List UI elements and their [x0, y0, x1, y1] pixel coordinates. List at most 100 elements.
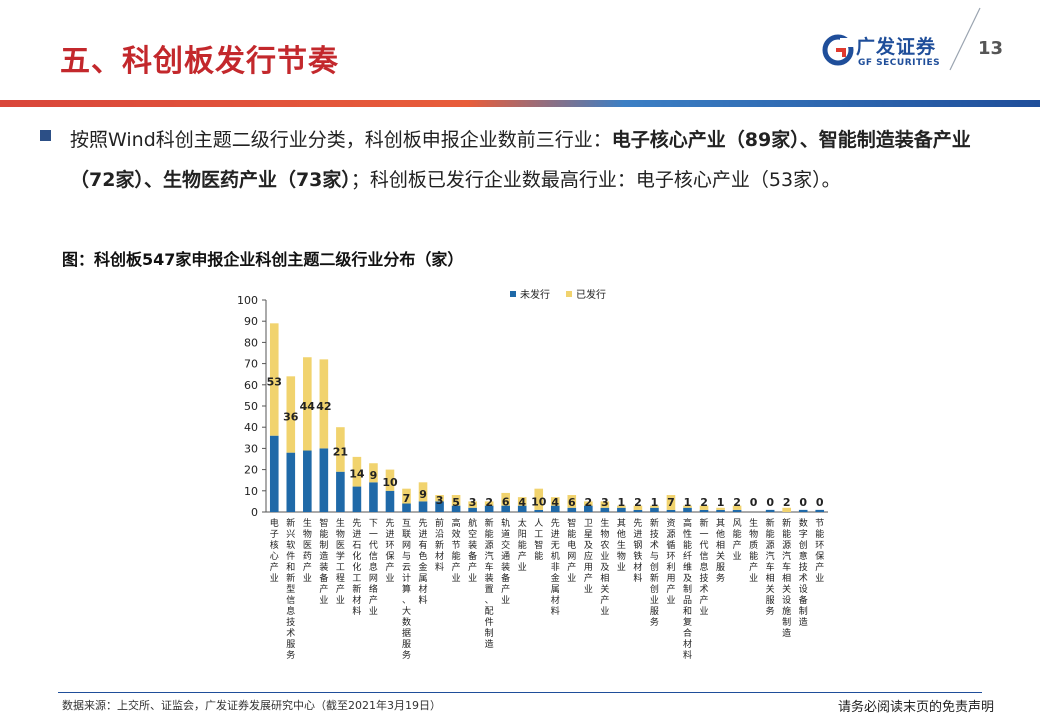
bar-value-label: 0 — [816, 496, 824, 509]
y-tick-label: 10 — [244, 485, 258, 498]
legend-swatch-unissued — [510, 291, 516, 297]
gf-logo-icon — [822, 34, 854, 66]
bar-value-label: 2 — [700, 496, 708, 509]
bar-value-label: 4 — [518, 496, 526, 509]
bar-issued — [451, 495, 461, 506]
footer-disclaimer: 请务必阅读末页的免责声明 — [838, 700, 995, 715]
bar-value-label: 1 — [717, 496, 725, 509]
bar-unissued — [815, 509, 825, 512]
bar-unissued — [567, 507, 577, 512]
bar-issued — [402, 488, 411, 504]
bar-unissued — [534, 509, 544, 512]
bar-unissued — [550, 505, 560, 512]
logo-text-en: GF SECURITIES — [858, 58, 941, 68]
x-category-label: 高效节能产业 — [452, 517, 461, 584]
bar-issued — [418, 482, 428, 502]
x-category-label: 其他生物业 — [617, 518, 626, 573]
bar-issued — [501, 492, 510, 506]
bar-value-label: 2 — [733, 496, 741, 509]
summary-text-1: 按照Wind科创主题二级行业分类，科创板申报企业数前三行业： — [70, 129, 612, 151]
bar-unissued — [650, 507, 659, 512]
x-category-label: 新能源汽车相关设施制造 — [782, 517, 791, 639]
bar-unissued — [732, 509, 742, 512]
bar-value-label: 14 — [349, 468, 365, 481]
bar-value-label: 9 — [419, 488, 427, 501]
bar-issued — [650, 505, 659, 508]
bar-value-label: 3 — [469, 496, 477, 509]
bar-unissued — [451, 505, 461, 512]
bar-issued — [600, 501, 610, 508]
y-tick-label: 60 — [244, 379, 258, 392]
bar-unissued — [716, 509, 725, 512]
bar-issued — [550, 497, 560, 506]
bar-issued — [732, 505, 742, 510]
y-tick-label: 70 — [244, 358, 258, 371]
bar-value-label: 9 — [370, 469, 378, 482]
x-category-label: 数字创意技术设备制造 — [799, 517, 808, 628]
x-category-label: 生物医药产业 — [303, 517, 312, 584]
bar-value-label: 6 — [568, 496, 576, 509]
chart-legend: 未发行 已发行 — [510, 288, 606, 301]
x-category-label: 其他相关服务 — [716, 518, 725, 584]
page-number: 13 — [978, 38, 1004, 59]
bar-unissued — [633, 509, 643, 512]
bar-value-label: 3 — [601, 496, 609, 509]
bar-unissued — [402, 503, 411, 512]
x-category-label: 智能制造装备产业 — [319, 517, 328, 606]
y-tick-label: 40 — [244, 421, 258, 434]
bar-value-label: 1 — [618, 496, 626, 509]
bar-unissued — [484, 505, 494, 512]
bullet-square-icon — [40, 130, 51, 141]
y-tick-label: 90 — [244, 315, 258, 328]
y-tick-label: 50 — [244, 400, 258, 413]
bar-unissued — [303, 450, 312, 512]
bar-value-label: 21 — [333, 445, 348, 458]
x-category-label: 人工智能 — [534, 518, 543, 562]
x-category-label: 先进环保产业 — [385, 517, 394, 584]
header-band — [0, 100, 1040, 107]
bar-value-label: 4 — [551, 496, 559, 509]
bar-issued — [286, 376, 296, 453]
chart-bars — [269, 323, 825, 512]
x-category-label: 先进石化化工新材料 — [352, 517, 361, 617]
bar-value-label: 42 — [316, 400, 331, 413]
x-category-label: 新兴软件和新型信息技术服务 — [286, 517, 295, 661]
bar-value-label: 36 — [283, 410, 299, 423]
bar-issued — [584, 501, 593, 506]
x-category-label: 航空装备产业 — [468, 517, 477, 584]
header-divider — [949, 7, 981, 71]
bar-unissued — [517, 505, 527, 512]
summary-paragraph: 按照Wind科创主题二级行业分类，科创板申报企业数前三行业：电子核心产业（89家… — [70, 120, 1010, 200]
x-category-label: 新能源汽车相关服务 — [766, 517, 775, 617]
legend-label-issued: 已发行 — [576, 288, 606, 301]
bar-issued — [435, 495, 444, 502]
bar-issued — [468, 501, 477, 508]
bar-unissued — [385, 490, 395, 512]
bar-unissued — [798, 509, 808, 512]
bar-value-label: 5 — [452, 496, 460, 509]
x-category-label: 前沿新材料 — [435, 517, 444, 573]
bar-issued — [716, 507, 725, 510]
bar-value-label: 0 — [799, 496, 807, 509]
bar-value-label: 6 — [502, 495, 510, 508]
bar-unissued — [699, 509, 709, 512]
bar-issued — [782, 507, 791, 512]
bar-value-label: 7 — [667, 496, 675, 509]
bar-unissued — [666, 509, 676, 512]
bar-value-label: 1 — [651, 496, 659, 509]
x-category-label: 下一代信息网络产业 — [369, 519, 378, 617]
bar-issued — [633, 505, 643, 510]
bar-issued — [484, 501, 494, 506]
x-category-label: 节能环保产业 — [815, 518, 824, 584]
footer-divider — [58, 692, 982, 693]
x-category-label: 太阳能产业 — [518, 517, 527, 573]
bar-value-label: 10 — [531, 495, 547, 508]
bar-unissued — [336, 471, 345, 512]
bar-value-label: 7 — [403, 492, 411, 505]
bar-value-label: 0 — [766, 496, 774, 509]
y-tick-label: 0 — [251, 506, 258, 519]
bar-value-label: 1 — [684, 496, 692, 509]
bar-issued — [336, 427, 345, 472]
bar-value-label: 0 — [750, 496, 758, 509]
